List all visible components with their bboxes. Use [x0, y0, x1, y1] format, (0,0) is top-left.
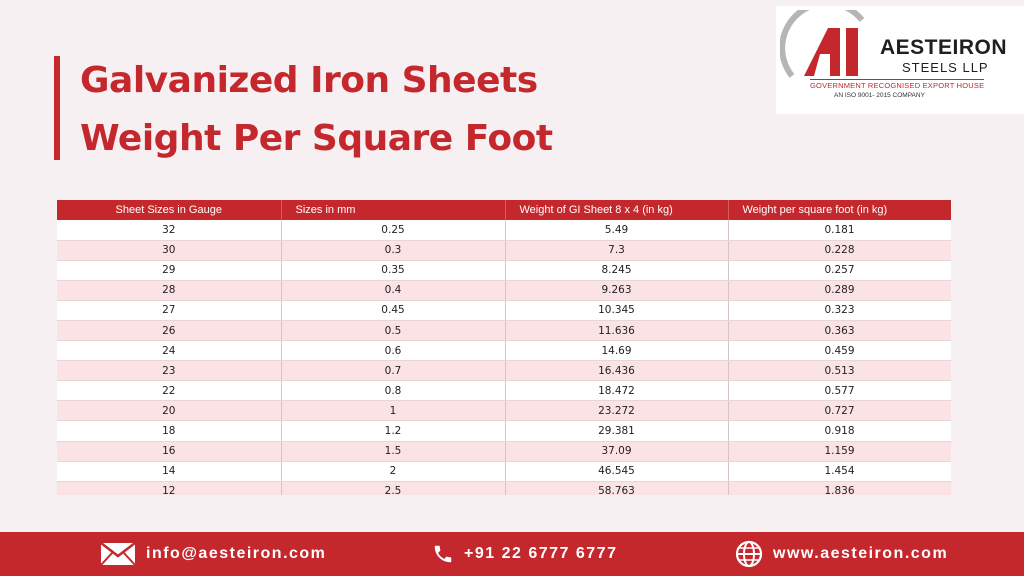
column-header-sheet-weight: Weight of GI Sheet 8 x 4 (in kg) [505, 200, 729, 220]
cell-sheet-weight: 29.381 [505, 420, 729, 442]
cell-gauge: 32 [57, 220, 282, 241]
table-row: 24 0.6 14.69 0.459 [57, 340, 951, 362]
weight-table-container: Sheet Sizes in Gauge Sizes in mm Weight … [57, 200, 951, 495]
footer-email[interactable]: info@aesteiron.com [100, 532, 326, 576]
table-row: 30 0.3 7.3 0.228 [57, 240, 951, 261]
cell-sqft-weight: 0.257 [728, 260, 951, 281]
phone-icon [434, 545, 452, 563]
globe-icon [735, 540, 763, 568]
cell-sqft-weight: 0.513 [728, 360, 951, 382]
cell-mm: 0.7 [281, 360, 506, 382]
cell-sqft-weight: 0.918 [728, 420, 951, 442]
cell-mm: 1.2 [281, 420, 506, 442]
table-row: 32 0.25 5.49 0.181 [57, 220, 951, 241]
cell-sqft-weight: 0.459 [728, 340, 951, 362]
cell-mm: 0.5 [281, 320, 506, 342]
cell-gauge: 29 [57, 260, 282, 281]
table-row: 27 0.45 10.345 0.323 [57, 300, 951, 321]
table-row: 16 1.5 37.09 1.159 [57, 441, 951, 462]
cell-sheet-weight: 8.245 [505, 260, 729, 281]
title-accent-bar [54, 56, 60, 160]
cell-mm: 0.3 [281, 240, 506, 261]
page-title: Galvanized Iron Sheets Weight Per Square… [80, 52, 553, 168]
cell-sheet-weight: 7.3 [505, 240, 729, 261]
cell-mm: 0.8 [281, 380, 506, 402]
cell-sqft-weight: 0.228 [728, 240, 951, 261]
cell-gauge: 20 [57, 400, 282, 422]
cell-mm: 0.45 [281, 300, 506, 321]
logo-iso-text: AN ISO 9001- 2015 COMPANY [834, 92, 925, 99]
cell-sqft-weight: 0.181 [728, 220, 951, 241]
cell-sheet-weight: 5.49 [505, 220, 729, 241]
cell-sqft-weight: 1.454 [728, 461, 951, 482]
column-header-gauge: Sheet Sizes in Gauge [57, 200, 282, 220]
page-title-line-2: Weight Per Square Foot [80, 118, 553, 159]
cell-sheet-weight: 18.472 [505, 380, 729, 402]
cell-sheet-weight: 16.436 [505, 360, 729, 382]
envelope-icon [100, 542, 136, 566]
table-row: 12 2.5 58.763 1.836 [57, 481, 951, 495]
cell-gauge: 22 [57, 380, 282, 402]
logo-company-suffix: STEELS LLP [902, 60, 989, 75]
company-logo: AESTEIRON STEELS LLP GOVERNMENT RECOGNIS… [776, 6, 1024, 114]
footer-website[interactable]: www.aesteiron.com [735, 532, 948, 576]
logo-mark-icon [780, 10, 865, 78]
table-row: 20 1 23.272 0.727 [57, 400, 951, 422]
cell-sqft-weight: 0.323 [728, 300, 951, 321]
cell-mm: 2.5 [281, 481, 506, 495]
cell-sheet-weight: 23.272 [505, 400, 729, 422]
table-body: 32 0.25 5.49 0.181 30 0.3 7.3 0.228 29 0.35 8.245 0… [57, 220, 951, 495]
contact-footer: info@aesteiron.com +91 22 6777 6777 www.… [0, 532, 1024, 576]
cell-sheet-weight: 58.763 [505, 481, 729, 495]
cell-gauge: 12 [57, 481, 282, 495]
weight-table: Sheet Sizes in Gauge Sizes in mm Weight … [57, 200, 951, 495]
cell-sheet-weight: 14.69 [505, 340, 729, 362]
table-header-row: Sheet Sizes in Gauge Sizes in mm Weight … [57, 200, 951, 220]
cell-gauge: 30 [57, 240, 282, 261]
cell-gauge: 14 [57, 461, 282, 482]
cell-mm: 2 [281, 461, 506, 482]
cell-sqft-weight: 1.836 [728, 481, 951, 495]
column-header-sqft-weight: Weight per square foot (in kg) [728, 200, 951, 220]
cell-sheet-weight: 11.636 [505, 320, 729, 342]
cell-gauge: 24 [57, 340, 282, 362]
cell-gauge: 23 [57, 360, 282, 382]
cell-sheet-weight: 10.345 [505, 300, 729, 321]
cell-sqft-weight: 0.363 [728, 320, 951, 342]
cell-mm: 0.4 [281, 280, 506, 301]
cell-gauge: 27 [57, 300, 282, 321]
table-row: 26 0.5 11.636 0.363 [57, 320, 951, 342]
cell-mm: 1.5 [281, 441, 506, 462]
logo-tagline: GOVERNMENT RECOGNISED EXPORT HOUSE [810, 79, 985, 90]
logo-company-name: AESTEIRON [880, 36, 1008, 59]
email-link[interactable]: info@aesteiron.com [146, 545, 327, 562]
cell-mm: 0.6 [281, 340, 506, 362]
cell-mm: 1 [281, 400, 506, 422]
table-row: 14 2 46.545 1.454 [57, 461, 951, 482]
column-header-mm: Sizes in mm [281, 200, 506, 220]
cell-sheet-weight: 9.263 [505, 280, 729, 301]
cell-gauge: 16 [57, 441, 282, 462]
table-row: 18 1.2 29.381 0.918 [57, 420, 951, 442]
table-row: 22 0.8 18.472 0.577 [57, 380, 951, 402]
table-row: 23 0.7 16.436 0.513 [57, 360, 951, 382]
table-row: 29 0.35 8.245 0.257 [57, 260, 951, 281]
cell-gauge: 26 [57, 320, 282, 342]
cell-sqft-weight: 1.159 [728, 441, 951, 462]
cell-mm: 0.35 [281, 260, 506, 281]
footer-phone[interactable]: +91 22 6777 6777 [432, 532, 617, 576]
phone-link[interactable]: +91 22 6777 6777 [464, 545, 618, 562]
cell-sqft-weight: 0.289 [728, 280, 951, 301]
cell-gauge: 28 [57, 280, 282, 301]
cell-sheet-weight: 37.09 [505, 441, 729, 462]
website-link[interactable]: www.aesteiron.com [773, 545, 949, 562]
page-title-line-1: Galvanized Iron Sheets [80, 60, 538, 101]
cell-sqft-weight: 0.577 [728, 380, 951, 402]
cell-sqft-weight: 0.727 [728, 400, 951, 422]
cell-sheet-weight: 46.545 [505, 461, 729, 482]
cell-gauge: 18 [57, 420, 282, 442]
table-row: 28 0.4 9.263 0.289 [57, 280, 951, 301]
cell-mm: 0.25 [281, 220, 506, 241]
